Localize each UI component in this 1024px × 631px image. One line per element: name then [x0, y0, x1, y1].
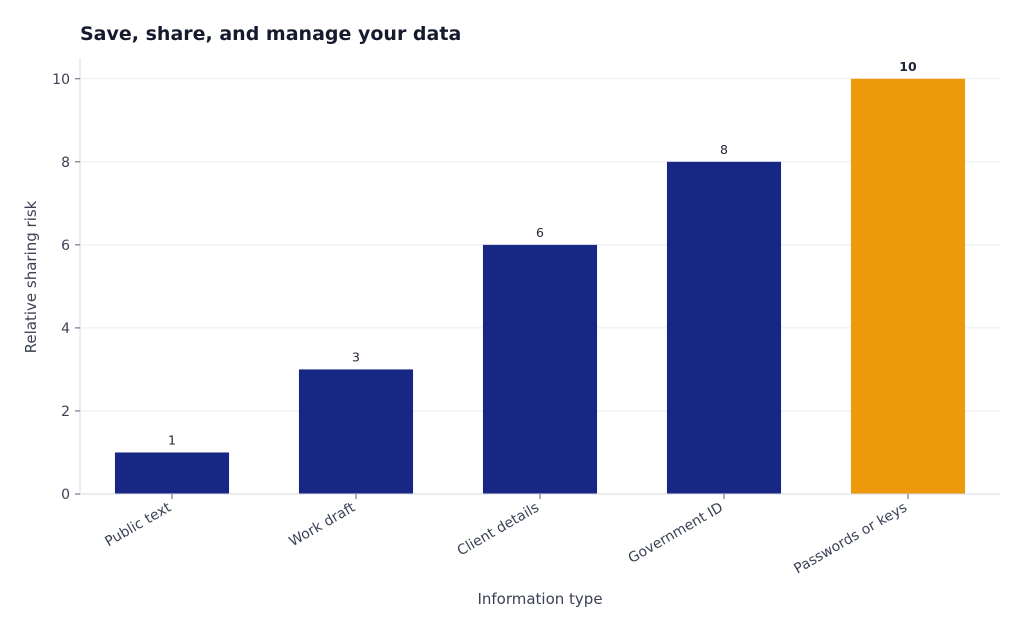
x-axis-label: Information type — [477, 590, 602, 608]
y-tick-label: 10 — [52, 72, 70, 88]
bar — [298, 369, 414, 494]
y-tick-label: 2 — [61, 404, 70, 420]
y-axis-ticks: 0 2 4 6 8 10 — [52, 72, 80, 503]
x-tick-label: Public text — [102, 499, 174, 550]
x-tick-label: Client details — [455, 500, 542, 560]
y-tick-label: 4 — [61, 321, 70, 337]
data-label: 8 — [720, 142, 728, 157]
chart-title: Save, share, and manage your data — [80, 23, 461, 45]
y-tick-label: 8 — [61, 155, 70, 171]
bar — [850, 78, 966, 494]
bars — [114, 78, 966, 495]
y-tick-label: 6 — [61, 238, 70, 254]
y-axis-label: Relative sharing risk — [22, 200, 40, 353]
data-label: 1 — [168, 432, 176, 447]
x-tick-label: Work draft — [287, 499, 359, 550]
data-label: 10 — [899, 59, 917, 74]
y-tick-label: 0 — [61, 487, 70, 503]
bar — [482, 244, 598, 494]
data-labels: 1 3 6 8 10 — [168, 59, 917, 448]
bar — [666, 161, 782, 495]
data-label: 3 — [352, 349, 360, 364]
x-tick-label: Passwords or keys — [791, 500, 910, 578]
data-label: 6 — [536, 225, 544, 240]
x-tick-label: Government ID — [626, 500, 726, 567]
bar — [114, 452, 230, 494]
x-axis-ticks: Public text Work draft Client details Gover… — [102, 494, 910, 577]
